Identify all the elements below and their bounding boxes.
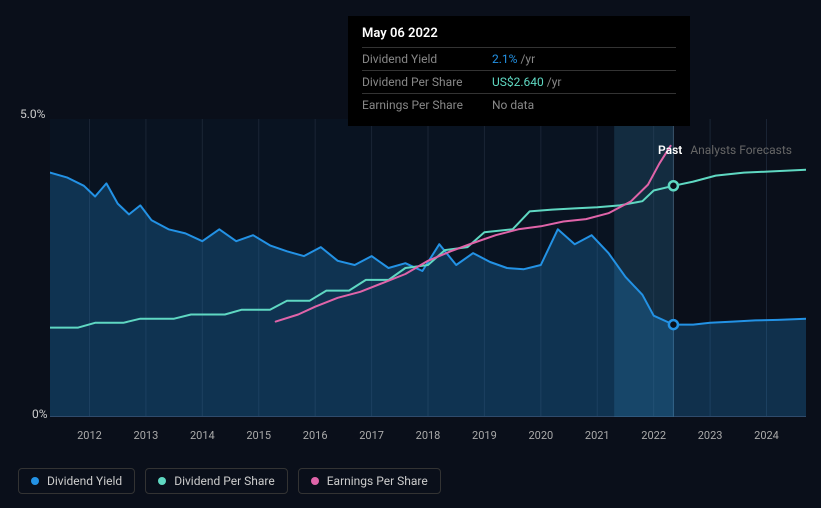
y-axis-min-label: 0% <box>32 407 48 421</box>
period-labels: Past Analysts Forecasts <box>658 143 792 157</box>
tooltip-row-unit: /yr <box>520 52 535 66</box>
tooltip-row: Dividend Yield2.1%/yr <box>362 48 676 71</box>
legend-dot-icon <box>31 477 39 485</box>
y-axis-max-label: 5.0% <box>20 107 45 121</box>
tooltip-row: Earnings Per ShareNo data <box>362 94 676 116</box>
legend-item-label: Dividend Yield <box>47 474 122 488</box>
x-axis-tick: 2012 <box>77 429 102 442</box>
x-axis-tick: 2018 <box>416 429 441 442</box>
legend-dot-icon <box>311 477 319 485</box>
chart-tooltip: May 06 2022 Dividend Yield2.1%/yrDividen… <box>348 16 690 126</box>
x-axis-tick: 2016 <box>303 429 328 442</box>
plot-area[interactable]: Past Analysts Forecasts <box>50 119 806 417</box>
tooltip-row: Dividend Per ShareUS$2.640/yr <box>362 71 676 94</box>
x-axis-tick: 2023 <box>698 429 723 442</box>
x-axis-tick: 2021 <box>585 429 610 442</box>
legend-item-label: Dividend Per Share <box>174 474 275 488</box>
legend-item-label: Earnings Per Share <box>327 474 428 488</box>
x-axis: 2012 2013 2014 2015 2016 2017 2018 2019 2020 2021… <box>50 429 806 449</box>
tooltip-row-unit: /yr <box>547 75 562 89</box>
tooltip-row-value: No data <box>492 98 676 112</box>
tooltip-row-label: Dividend Per Share <box>362 75 492 89</box>
x-axis-tick: 2017 <box>359 429 384 442</box>
x-axis-tick: 2013 <box>134 429 159 442</box>
tooltip-row-value: 2.1%/yr <box>492 52 676 66</box>
x-axis-tick: 2024 <box>754 429 779 442</box>
legend-item[interactable]: Dividend Per Share <box>145 468 288 494</box>
x-axis-tick: 2020 <box>528 429 553 442</box>
tooltip-row-label: Dividend Yield <box>362 52 492 66</box>
dividend-chart: 5.0% 0% PastAnalysts Forecasts 201220132… <box>18 105 808 450</box>
period-past-label: Past <box>658 143 682 157</box>
tooltip-date: May 06 2022 <box>362 26 676 48</box>
x-axis-tick: 2015 <box>246 429 271 442</box>
tooltip-row-label: Earnings Per Share <box>362 98 492 112</box>
x-axis-tick: 2019 <box>472 429 497 442</box>
x-axis-tick: 2022 <box>641 429 666 442</box>
chart-legend: Dividend Yield Dividend Per Share Earnings… <box>18 468 441 494</box>
period-forecast-label: Analysts Forecasts <box>690 143 792 157</box>
legend-dot-icon <box>158 477 166 485</box>
chart-svg <box>50 119 806 417</box>
x-axis-tick: 2014 <box>190 429 215 442</box>
legend-item[interactable]: Earnings Per Share <box>298 468 441 494</box>
tooltip-rows: Dividend Yield2.1%/yrDividend Per ShareU… <box>362 48 676 116</box>
legend-item[interactable]: Dividend Yield <box>18 468 135 494</box>
tooltip-row-value: US$2.640/yr <box>492 75 676 89</box>
